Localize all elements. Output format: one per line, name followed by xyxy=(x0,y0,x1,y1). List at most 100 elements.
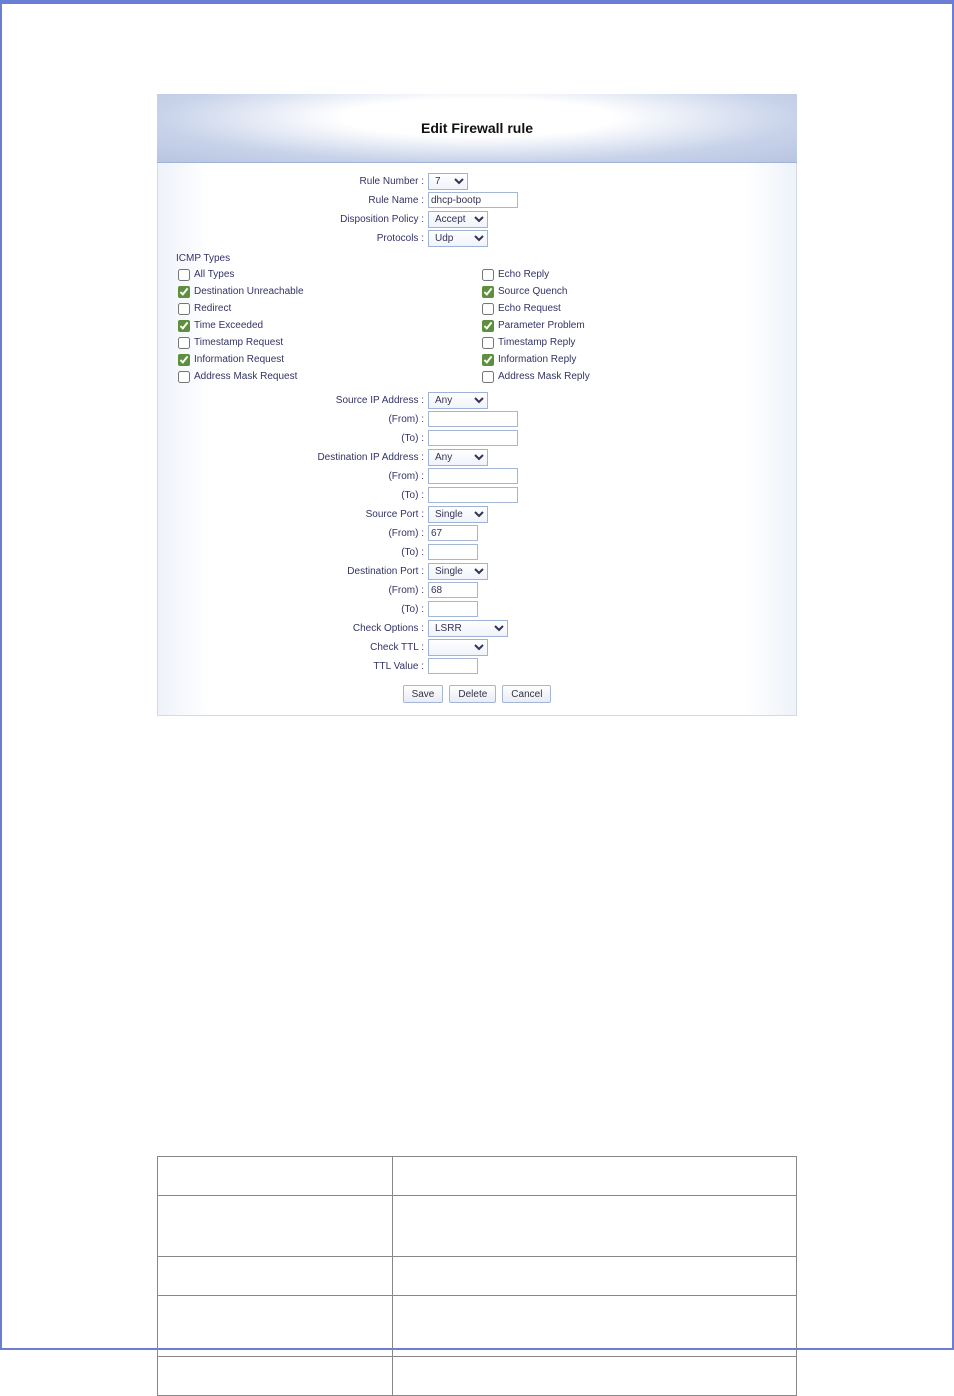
source-port-select[interactable]: Single xyxy=(428,506,488,523)
icmp-left-label-1: Destination Unreachable xyxy=(194,286,304,297)
disposition-label: Disposition Policy : xyxy=(168,214,428,225)
dst-to-label: (To) : xyxy=(168,490,428,501)
icmp-left-checkbox-3[interactable] xyxy=(178,320,190,332)
dst-from-input[interactable] xyxy=(428,468,518,484)
delete-button[interactable]: Delete xyxy=(449,685,496,703)
icmp-right-row: Timestamp Reply xyxy=(482,334,786,351)
bottom-table-cell xyxy=(392,1296,796,1357)
check-ttl-select[interactable] xyxy=(428,639,488,656)
bottom-table-cell xyxy=(158,1296,393,1357)
bottom-table-row xyxy=(158,1357,797,1396)
src-from-label: (From) : xyxy=(168,414,428,425)
icmp-right-row: Address Mask Reply xyxy=(482,368,786,385)
icmp-right-row: Source Quench xyxy=(482,283,786,300)
icmp-left-label-3: Time Exceeded xyxy=(194,320,263,331)
icmp-col-right: Echo Reply Source Quench Echo Request Param… xyxy=(482,266,786,385)
source-ip-select[interactable]: Any xyxy=(428,392,488,409)
sp-from-label: (From) : xyxy=(168,528,428,539)
rule-number-label: Rule Number : xyxy=(168,176,428,187)
icmp-right-row: Echo Reply xyxy=(482,266,786,283)
icmp-right-row: Information Reply xyxy=(482,351,786,368)
sp-to-label: (To) : xyxy=(168,547,428,558)
dp-to-input[interactable] xyxy=(428,601,478,617)
dest-ip-select[interactable]: Any xyxy=(428,449,488,466)
bottom-table-row xyxy=(158,1296,797,1357)
source-ip-label: Source IP Address : xyxy=(168,395,428,406)
sp-to-input[interactable] xyxy=(428,544,478,560)
icmp-left-checkbox-2[interactable] xyxy=(178,303,190,315)
firewall-panel: Edit Firewall rule Rule Number : 7 Rule … xyxy=(157,94,797,716)
protocols-select[interactable]: Udp xyxy=(428,230,488,247)
protocols-label: Protocols : xyxy=(168,233,428,244)
dp-from-label: (From) : xyxy=(168,585,428,596)
icmp-right-label-2: Echo Request xyxy=(498,303,561,314)
sp-from-input[interactable] xyxy=(428,525,478,541)
icmp-right-label-3: Parameter Problem xyxy=(498,320,585,331)
bottom-table-cell xyxy=(158,1157,393,1196)
icmp-left-label-6: Address Mask Request xyxy=(194,371,297,382)
icmp-left-row: Timestamp Request xyxy=(178,334,482,351)
icmp-left-checkbox-1[interactable] xyxy=(178,286,190,298)
rule-name-input[interactable] xyxy=(428,192,518,208)
bottom-table-cell xyxy=(392,1257,796,1296)
dest-port-label: Destination Port : xyxy=(168,566,428,577)
cancel-button[interactable]: Cancel xyxy=(502,685,551,703)
dp-to-label: (To) : xyxy=(168,604,428,615)
save-button[interactable]: Save xyxy=(403,685,444,703)
icmp-grid: All Types Destination Unreachable Redirect… xyxy=(178,266,786,385)
icmp-left-label-5: Information Request xyxy=(194,354,284,365)
icmp-left-row: All Types xyxy=(178,266,482,283)
bottom-table-row xyxy=(158,1157,797,1196)
icmp-right-checkbox-5[interactable] xyxy=(482,354,494,366)
icmp-left-row: Address Mask Request xyxy=(178,368,482,385)
dest-port-select[interactable]: Single xyxy=(428,563,488,580)
icmp-types-title: ICMP Types xyxy=(176,253,786,264)
icmp-right-label-4: Timestamp Reply xyxy=(498,337,575,348)
bottom-table-cell xyxy=(158,1196,393,1257)
icmp-right-checkbox-2[interactable] xyxy=(482,303,494,315)
dp-from-input[interactable] xyxy=(428,582,478,598)
icmp-right-label-0: Echo Reply xyxy=(498,269,549,280)
src-to-input[interactable] xyxy=(428,430,518,446)
ttl-value-input[interactable] xyxy=(428,658,478,674)
bottom-table-cell xyxy=(158,1357,393,1396)
icmp-right-row: Parameter Problem xyxy=(482,317,786,334)
check-options-select[interactable]: LSRR xyxy=(428,620,508,637)
dst-to-input[interactable] xyxy=(428,487,518,503)
bottom-table-cell xyxy=(392,1157,796,1196)
bottom-table-cell xyxy=(392,1357,796,1396)
src-to-label: (To) : xyxy=(168,433,428,444)
bottom-table xyxy=(157,1156,797,1396)
icmp-right-label-5: Information Reply xyxy=(498,354,576,365)
icmp-left-row: Information Request xyxy=(178,351,482,368)
icmp-right-label-6: Address Mask Reply xyxy=(498,371,590,382)
icmp-right-checkbox-4[interactable] xyxy=(482,337,494,349)
icmp-right-checkbox-0[interactable] xyxy=(482,269,494,281)
icmp-left-checkbox-5[interactable] xyxy=(178,354,190,366)
icmp-left-row: Destination Unreachable xyxy=(178,283,482,300)
bottom-table-cell xyxy=(392,1196,796,1257)
ttl-value-label: TTL Value : xyxy=(168,661,428,672)
icmp-left-row: Redirect xyxy=(178,300,482,317)
source-port-label: Source Port : xyxy=(168,509,428,520)
disposition-select[interactable]: Accept xyxy=(428,211,488,228)
page-outer: Edit Firewall rule Rule Number : 7 Rule … xyxy=(0,0,954,1350)
src-from-input[interactable] xyxy=(428,411,518,427)
icmp-left-checkbox-4[interactable] xyxy=(178,337,190,349)
icmp-left-row: Time Exceeded xyxy=(178,317,482,334)
icmp-left-label-0: All Types xyxy=(194,269,234,280)
icmp-col-left: All Types Destination Unreachable Redirect… xyxy=(178,266,482,385)
icmp-right-row: Echo Request xyxy=(482,300,786,317)
dest-ip-label: Destination IP Address : xyxy=(168,452,428,463)
icmp-right-checkbox-1[interactable] xyxy=(482,286,494,298)
icmp-right-checkbox-3[interactable] xyxy=(482,320,494,332)
panel-title: Edit Firewall rule xyxy=(157,94,797,163)
icmp-left-checkbox-6[interactable] xyxy=(178,371,190,383)
check-ttl-label: Check TTL : xyxy=(168,642,428,653)
button-bar: Save Delete Cancel xyxy=(168,685,786,703)
icmp-right-checkbox-6[interactable] xyxy=(482,371,494,383)
rule-name-label: Rule Name : xyxy=(168,195,428,206)
rule-number-select[interactable]: 7 xyxy=(428,173,468,190)
icmp-left-label-2: Redirect xyxy=(194,303,231,314)
icmp-left-checkbox-0[interactable] xyxy=(178,269,190,281)
